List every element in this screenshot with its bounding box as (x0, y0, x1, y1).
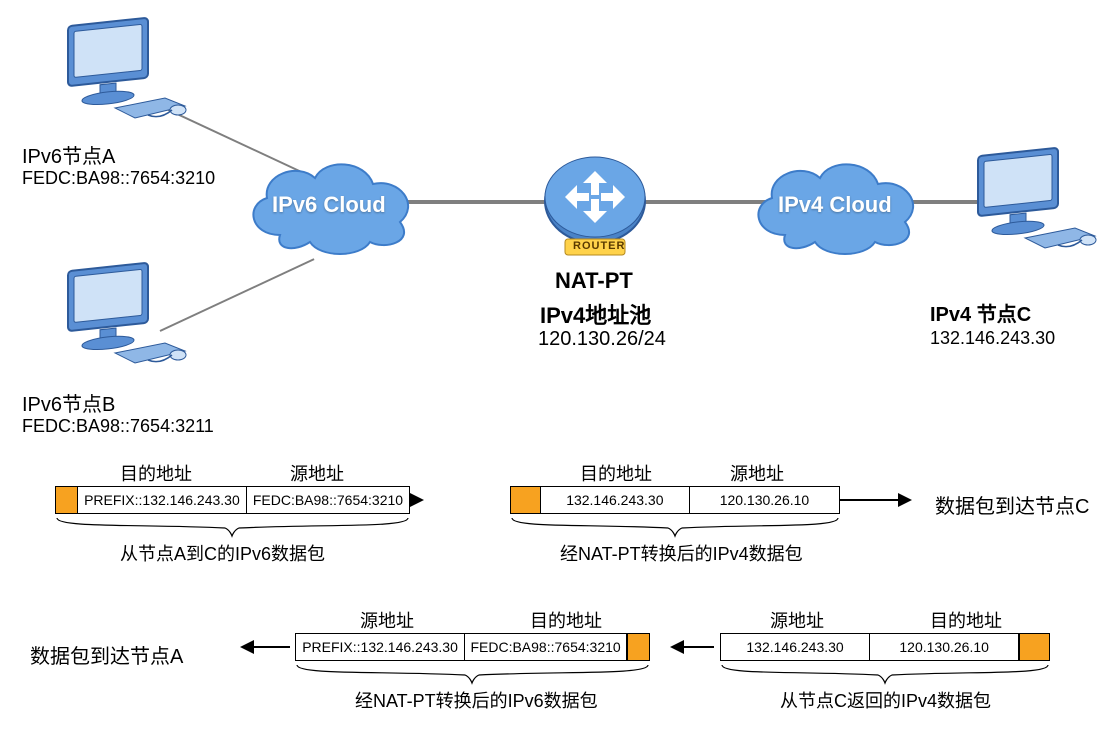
pkt1r-dst: 132.146.243.30 (541, 487, 690, 513)
node-c-addr: 132.146.243.30 (930, 328, 1055, 349)
note-row2: 数据包到达节点A (30, 640, 183, 669)
node-a-label: IPv6节点A (22, 140, 115, 169)
pkt1l-dst: PREFIX::132.146.243.30 (78, 487, 247, 513)
pkt1r-src-hdr: 源地址 (730, 460, 784, 486)
pkt2l-brace (295, 663, 650, 685)
pkt2-between-line (684, 646, 714, 648)
pkt1l-body: PREFIX::132.146.243.30 FEDC:BA98::7654:3… (55, 486, 410, 514)
pkt1l-src-hdr: 源地址 (290, 460, 344, 486)
node-c-computer (960, 140, 1100, 265)
pkt2l-src: PREFIX::132.146.243.30 (296, 634, 465, 660)
ipv6-cloud-label: IPv6 Cloud (272, 192, 386, 218)
pkt2-between-arrow (670, 640, 684, 654)
pkt2l-arrow-line (254, 646, 290, 648)
node-a-addr: FEDC:BA98::7654:3210 (22, 168, 215, 189)
pkt1r-brace (510, 516, 840, 538)
node-b-computer (50, 255, 190, 380)
pkt2r-src-hdr: 源地址 (770, 607, 824, 633)
ipv4-cloud-label: IPv4 Cloud (778, 192, 892, 218)
router-badge: ROUTER (573, 240, 625, 252)
pkt1l-caption: 从节点A到C的IPv6数据包 (120, 540, 325, 566)
pkt1l-src: FEDC:BA98::7654:3210 (247, 487, 409, 513)
router-pool: 120.130.26/24 (538, 328, 666, 351)
nat-pt-router: ROUTER (535, 153, 655, 268)
pkt1r-body: 132.146.243.30 120.130.26.10 (510, 486, 840, 514)
pkt2r-dst: 120.130.26.10 (870, 634, 1019, 660)
pkt1r-dst-hdr: 目的地址 (580, 460, 652, 486)
pkt2l-body: PREFIX::132.146.243.30 FEDC:BA98::7654:3… (295, 633, 650, 661)
pkt1r-arrow-line (840, 499, 900, 501)
pkt1l-brace (55, 516, 410, 538)
pkt2r-src: 132.146.243.30 (721, 634, 870, 660)
note-row1: 数据包到达节点C (935, 490, 1089, 519)
pkt2l-caption: 经NAT-PT转换后的IPv6数据包 (355, 687, 598, 713)
pkt2r-brace (720, 663, 1050, 685)
pkt2l-dst: FEDC:BA98::7654:3210 (465, 634, 627, 660)
node-a-computer (50, 10, 190, 135)
network-diagram: IPv6节点A FEDC:BA98::7654:3210 IPv6节点B FED… (0, 0, 1109, 745)
router-pool-label: IPv4地址池 (540, 298, 651, 330)
pkt2l-arrow (240, 640, 254, 654)
pkt1r-src: 120.130.26.10 (690, 487, 839, 513)
pkt1l-dst-hdr: 目的地址 (120, 460, 192, 486)
pkt1r-caption: 经NAT-PT转换后的IPv4数据包 (560, 540, 803, 566)
pkt1l-arrow (410, 493, 424, 507)
pkt1r-arrow (898, 493, 912, 507)
pkt2l-src-hdr: 源地址 (360, 607, 414, 633)
node-b-addr: FEDC:BA98::7654:3211 (22, 416, 214, 437)
pkt2r-dst-hdr: 目的地址 (930, 607, 1002, 633)
pkt2l-dst-hdr: 目的地址 (530, 607, 602, 633)
pkt2r-caption: 从节点C返回的IPv4数据包 (780, 687, 991, 713)
node-b-label: IPv6节点B (22, 388, 115, 417)
pkt2r-body: 132.146.243.30 120.130.26.10 (720, 633, 1050, 661)
node-c-label: IPv4 节点C (930, 298, 1031, 327)
router-name: NAT-PT (555, 268, 633, 294)
